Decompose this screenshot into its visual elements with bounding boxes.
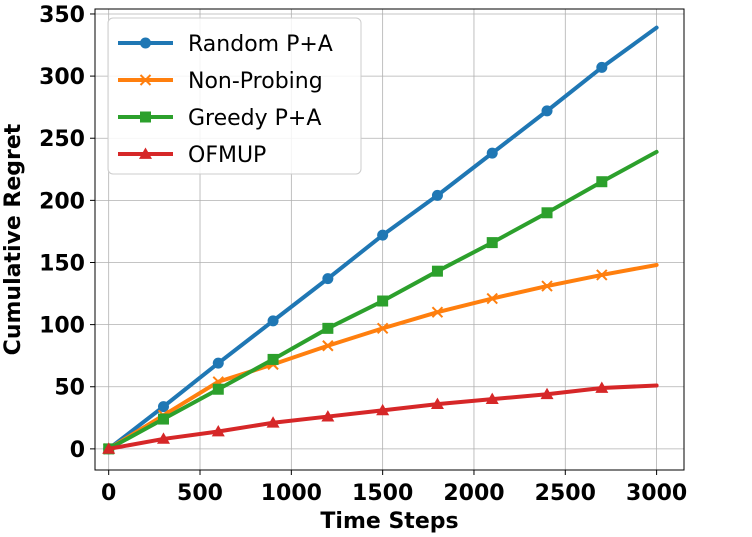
data-point xyxy=(540,387,554,400)
x-tick-label: 2500 xyxy=(535,481,596,506)
data-point xyxy=(431,189,443,201)
data-point xyxy=(430,397,444,410)
series-non-probing xyxy=(102,262,659,455)
data-point xyxy=(541,105,553,117)
axis-ticks: 0 500 1000 1500 2000 2500 3000 0 50 100 150 200 250 3… xyxy=(39,3,687,506)
y-tick-label: 250 xyxy=(39,127,85,152)
data-point xyxy=(212,357,224,369)
data-point xyxy=(321,410,335,422)
y-tick-label: 150 xyxy=(39,251,85,276)
data-point xyxy=(431,306,444,318)
x-axis-label: Time Steps xyxy=(320,509,458,534)
legend: Random P+A Non-Probing Greedy P+A OFMUP xyxy=(107,17,362,175)
series-random-p-a xyxy=(103,25,659,455)
x-tick-label: 1000 xyxy=(261,481,322,506)
y-tick-label: 300 xyxy=(39,65,85,90)
x-tick-label: 0 xyxy=(101,481,116,506)
data-point xyxy=(156,432,170,444)
data-point xyxy=(596,176,608,188)
x-tick-label: 2000 xyxy=(443,481,504,506)
legend-marker xyxy=(140,111,151,123)
plot-frame xyxy=(94,8,685,471)
legend-label: Greedy P+A xyxy=(188,106,321,131)
data-point xyxy=(486,292,498,305)
y-tick-label: 350 xyxy=(39,3,85,28)
data-point xyxy=(431,265,443,277)
legend-marker xyxy=(139,147,152,159)
y-axis-label: Cumulative Regret xyxy=(1,123,26,355)
series-ofmup xyxy=(102,381,659,454)
data-point xyxy=(322,340,334,352)
legend-label: Non-Probing xyxy=(188,69,323,94)
data-point xyxy=(157,413,169,425)
y-tick-label: 100 xyxy=(39,314,85,339)
data-point xyxy=(595,381,609,393)
series-layer xyxy=(102,25,659,455)
y-tick-label: 200 xyxy=(39,189,85,214)
data-point xyxy=(267,353,279,365)
data-point xyxy=(212,383,224,395)
data-point xyxy=(541,207,553,219)
x-tick-label: 3000 xyxy=(626,481,687,506)
data-point xyxy=(376,322,389,335)
legend-marker xyxy=(139,74,152,86)
data-point xyxy=(377,229,389,241)
x-tick-label: 1500 xyxy=(352,481,413,506)
legend-box xyxy=(107,17,362,175)
data-point xyxy=(322,322,334,334)
data-point xyxy=(377,295,389,307)
data-point xyxy=(211,424,225,437)
data-point xyxy=(541,280,553,292)
legend-label: OFMUP xyxy=(188,143,266,168)
grid xyxy=(95,9,684,470)
data-point xyxy=(267,315,279,327)
data-point xyxy=(376,403,390,416)
y-tick-label: 0 xyxy=(70,438,85,463)
data-point xyxy=(485,392,499,405)
legend-marker xyxy=(140,37,151,49)
y-tick-label: 50 xyxy=(54,376,85,401)
data-point xyxy=(157,401,169,413)
data-point xyxy=(486,147,498,159)
x-tick-label: 500 xyxy=(177,481,223,506)
data-point xyxy=(596,61,608,73)
data-point xyxy=(596,269,608,281)
legend-label: Random P+A xyxy=(188,32,333,57)
data-point xyxy=(266,416,280,428)
data-point xyxy=(486,237,498,249)
data-point xyxy=(322,273,334,285)
data-point xyxy=(102,442,116,454)
